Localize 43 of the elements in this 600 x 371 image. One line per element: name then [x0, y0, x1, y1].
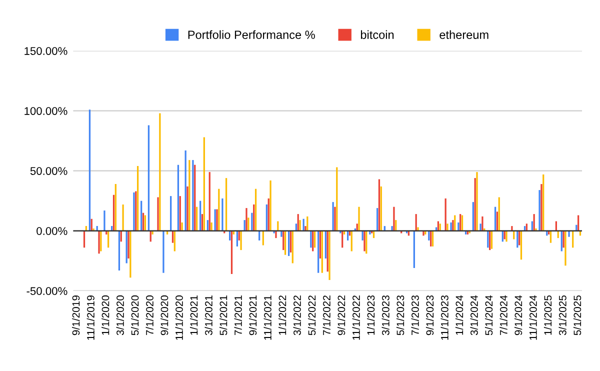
x-tick-label: 3/1/2021: [204, 296, 212, 336]
legend-label: bitcoin: [360, 30, 394, 39]
x-tick-label: 7/1/2023: [411, 295, 419, 336]
x-tick-label: 9/1/2020: [160, 295, 168, 336]
x-tick-label: 1/1/2020: [102, 295, 110, 335]
x-tick-label: 11/1/2019: [86, 296, 94, 340]
x-tick-label: 9/1/2021: [249, 296, 257, 336]
x-tick-label: 1/1/2025: [544, 295, 552, 335]
x-tick-label: 3/1/2025: [558, 295, 566, 336]
x-tick-label: 11/1/2021: [264, 296, 272, 340]
x-tick-label: 3/1/2020: [116, 295, 124, 336]
x-tick-label: 9/1/2022: [337, 296, 346, 336]
x-tick-label: 11/1/2023: [440, 295, 448, 340]
x-tick-label: 7/1/2022: [322, 296, 330, 336]
x-tick-label: 11/1/2020: [175, 295, 183, 340]
legend-label: ethereum: [440, 30, 488, 39]
x-tick-label: 1/1/2022: [278, 296, 286, 335]
x-tick-label: 5/1/2024: [484, 295, 493, 336]
x-tick-label: 1/1/2024: [455, 295, 464, 335]
x-tick-label: 5/1/2021: [220, 296, 228, 336]
x-tick-label: 3/1/2022: [293, 296, 301, 336]
x-tick-label: 9/1/2023: [426, 295, 434, 336]
legend-label: Portfolio Performance %: [188, 30, 315, 39]
x-tick-label: 5/1/2022: [308, 296, 316, 336]
y-tick-label: 50.00%: [30, 167, 68, 175]
x-tick-label: 7/1/2024: [500, 295, 508, 336]
x-tick-label: 5/1/2025: [573, 295, 582, 336]
x-tick-label: 1/1/2023: [366, 295, 375, 335]
x-tick-label: 1/1/2021: [190, 296, 198, 335]
x-tick-label: 11/1/2024: [529, 295, 537, 340]
x-tick-label: 3/1/2023: [382, 295, 390, 336]
x-tick-label: 7/1/2021: [234, 296, 242, 336]
x-tick-label: 9/1/2019: [72, 296, 80, 336]
y-tick-label: 0.00%: [36, 227, 68, 235]
y-tick-label: -50.00%: [26, 287, 68, 295]
x-tick-label: 9/1/2024: [514, 295, 522, 336]
y-tick-label: 100.00%: [24, 107, 68, 115]
y-tick-label: 150.00%: [24, 47, 68, 55]
x-tick-label: 7/1/2020: [146, 295, 154, 336]
x-tick-label: 5/1/2023: [396, 295, 404, 336]
x-tick-label: 3/1/2024: [470, 295, 478, 336]
x-tick-label: 5/1/2020: [131, 295, 139, 336]
x-tick-label: 11/1/2022: [352, 296, 360, 340]
